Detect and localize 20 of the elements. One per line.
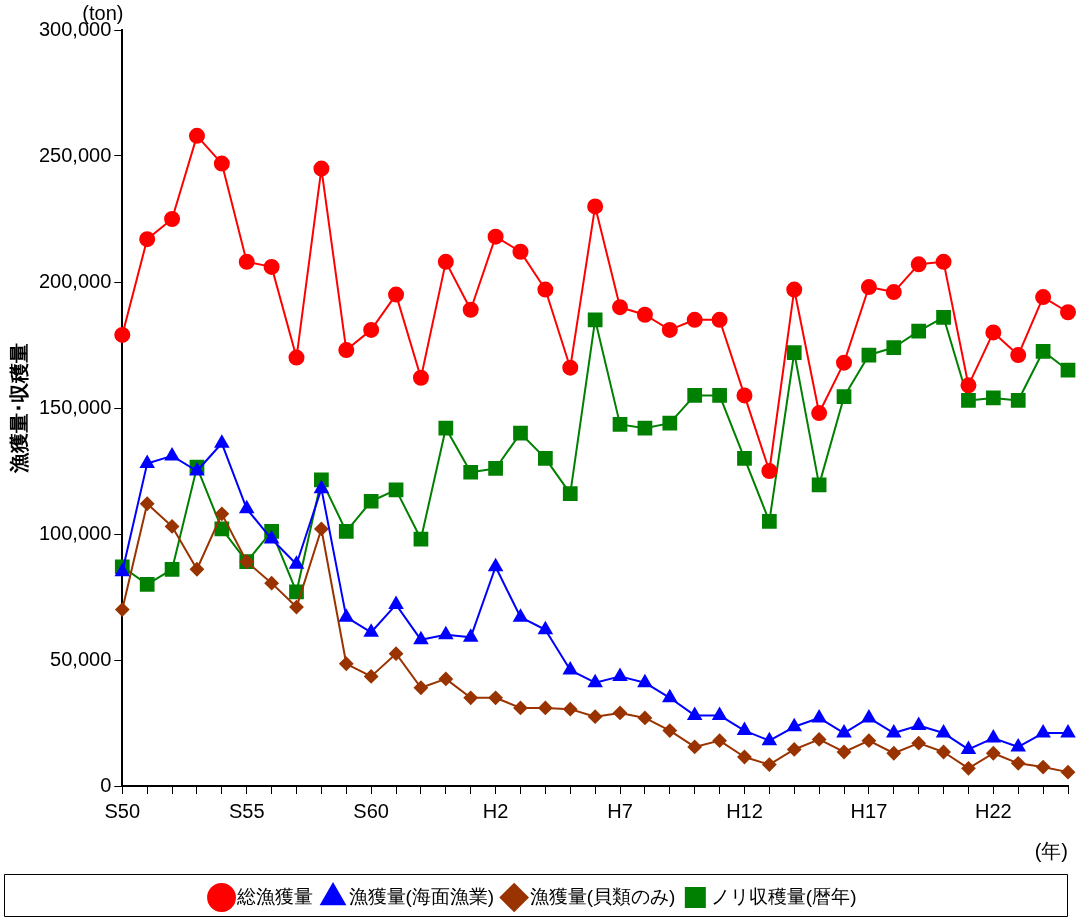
x-axis-title: (年) (1034, 839, 1068, 862)
y-tick-label: 0 (100, 773, 112, 796)
y-tick-label: 50,000 (50, 647, 112, 670)
x-tick-label: H22 (974, 799, 1012, 822)
legend-label: 漁獲量(海面漁業) (348, 885, 495, 907)
legend-label: ノリ収穫量(暦年) (710, 885, 857, 907)
legend-label: 漁獲量(貝類のみ) (529, 885, 676, 907)
x-tick-label: H17 (850, 799, 888, 822)
x-tick-label: H7 (607, 799, 633, 822)
y-tick-label: 250,000 (39, 143, 112, 166)
legend-label: 総漁獲量 (236, 885, 314, 907)
y-tick-label: 100,000 (39, 521, 112, 544)
y-tick-label: 150,000 (39, 395, 112, 418)
x-tick-label: S50 (104, 799, 141, 822)
y-axis-title: 漁獲量･収穫量 (7, 343, 30, 474)
x-tick-label: H2 (482, 799, 509, 822)
x-tick-label: H12 (726, 799, 763, 822)
x-tick-label: S60 (353, 799, 389, 822)
y-tick-label: 200,000 (39, 269, 112, 292)
x-tick-label: S55 (228, 799, 265, 822)
